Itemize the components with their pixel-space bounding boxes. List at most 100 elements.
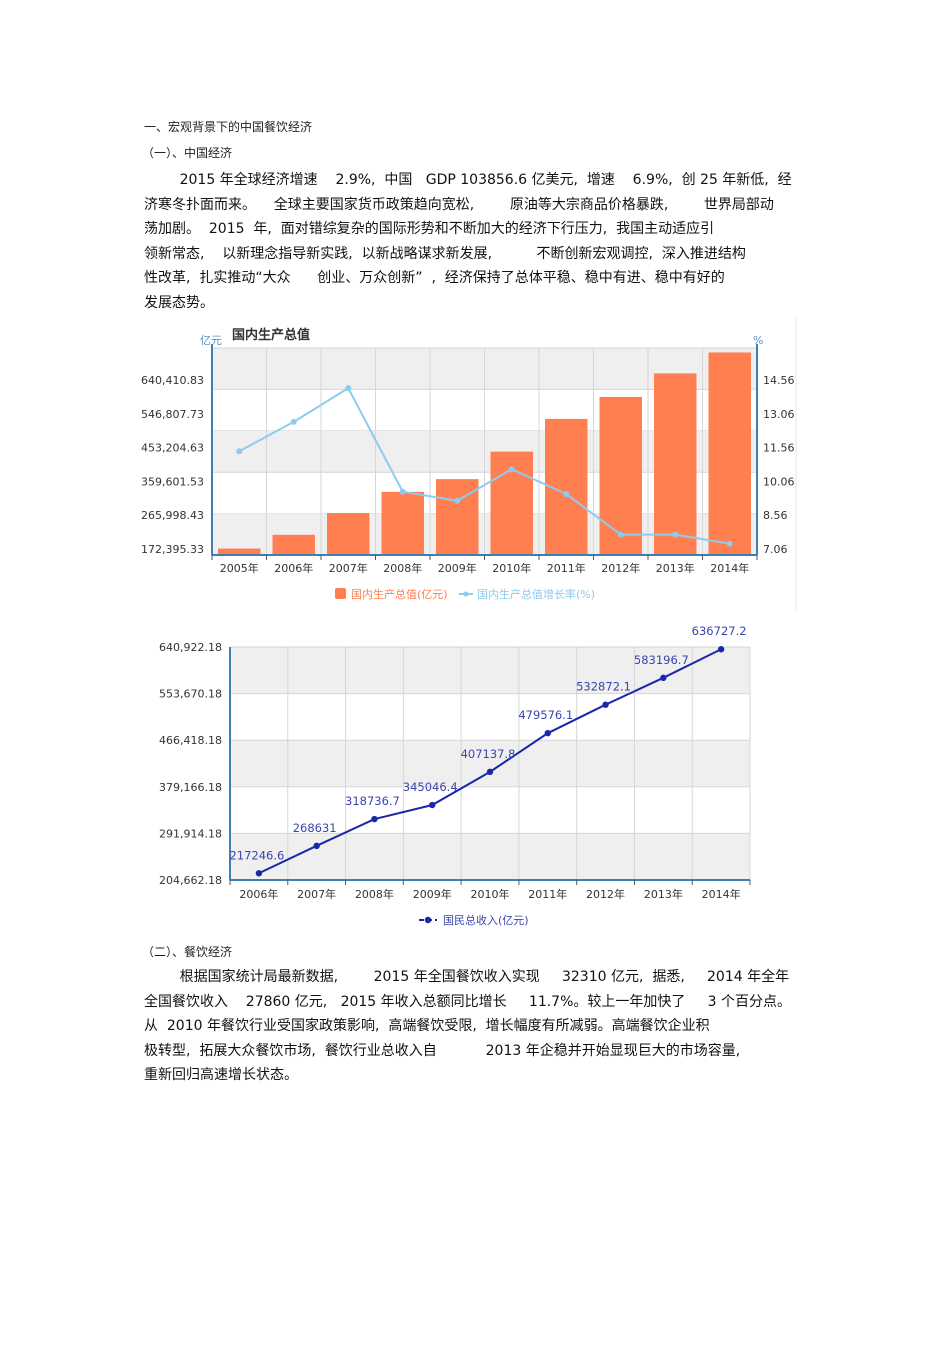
x-tick-label: 2009年	[438, 561, 477, 575]
growth-point	[399, 488, 406, 495]
text-line: 性改革, 扎实推动“大众 创业、万众创新” , 经济保持了总体平稳、稳中有进、稳…	[144, 270, 725, 286]
growth-point	[454, 497, 461, 504]
grid-band	[230, 740, 750, 787]
growth-point	[617, 531, 624, 538]
gni-data-label: 268631	[293, 821, 337, 835]
gni-data-label: 217246.6	[229, 848, 284, 862]
y2-unit-label: %	[753, 334, 763, 347]
gdp-bar	[436, 479, 479, 555]
x-tick-label: 2010年	[471, 887, 510, 901]
gdp-bar	[327, 512, 370, 555]
text-line: 从 2010 年餐饮行业受国家政策影响, 高端餐饮受限, 增长幅度有所减弱。高端…	[144, 1018, 710, 1034]
gni-point	[717, 646, 725, 653]
y-tick-label: 291,914.18	[159, 827, 222, 840]
gni-point	[544, 729, 551, 737]
gni-point	[660, 674, 667, 682]
growth-point	[508, 466, 515, 473]
text-line: 重新回归高速增长状态。	[144, 1067, 298, 1083]
x-tick-label: 2011年	[547, 561, 586, 575]
gni-data-label: 407137.8	[461, 747, 516, 761]
gni-point	[255, 870, 263, 877]
growth-point	[563, 491, 570, 498]
text-line: 荡加剧。 2015 年, 面对错综复杂的国际形势和不断加大的经济下行压力, 我国…	[144, 221, 715, 237]
gni-point	[313, 842, 320, 850]
x-tick-label: 2014年	[702, 887, 741, 901]
x-tick-label: 2012年	[586, 887, 625, 901]
legend-growth-label: 国内生产总值增长率(%)	[477, 587, 595, 601]
y2-tick-label: 11.56	[763, 442, 795, 455]
y-tick-label: 466,418.18	[159, 734, 222, 747]
x-tick-label: 2008年	[355, 887, 394, 901]
text-line: 全国餐饮收入 27860 亿元, 2015 年收入总额同比增长 11.7%。较上…	[144, 993, 791, 1010]
text-line: 发展态势。	[144, 294, 214, 311]
gni-data-label: 583196.7	[634, 653, 689, 667]
gdp-chart-svg: 172,395.33 265,998.43 359,601.53 453,204.63…	[141, 318, 797, 610]
gdp-bar	[708, 352, 751, 555]
x-tick-label: 2005年	[220, 561, 259, 575]
y2-tick-label: 10.06	[763, 475, 795, 488]
gni-point	[486, 768, 494, 776]
y2-tick-label: 8.56	[763, 509, 788, 522]
gni-data-label: 479576.1	[518, 708, 573, 722]
x-tick-label: 2009年	[413, 887, 452, 901]
legend-gdp-label: 国内生产总值(亿元)	[351, 587, 448, 601]
y2-tick-label: 13.06	[763, 408, 795, 421]
gni-chart: 204,662.18 291,914.18 379,166.18 466,418.18…	[140, 618, 770, 930]
gni-point	[602, 701, 609, 708]
gdp-bar	[599, 396, 642, 555]
y-tick-label: 359,601.53	[141, 475, 204, 488]
x-tick-label: 2010年	[492, 561, 531, 575]
growth-point	[345, 385, 352, 392]
growth-point	[236, 448, 243, 455]
gni-point	[371, 815, 378, 823]
paragraph-catering-economy: 根据国家统计局最新数据, 2015 年全国餐饮收入实现 32310 亿元, 据悉…	[144, 965, 814, 1088]
legend-bar-swatch	[335, 588, 346, 599]
x-tick-label: 2008年	[383, 561, 422, 575]
heading-china-economy: （一）、中国经济	[142, 146, 233, 160]
y-tick-label: 546,807.73	[141, 408, 204, 421]
gni-data-label: 532872.1	[576, 680, 631, 694]
paragraph-china-economy: 2015 年全球经济增速 2.9%, 中国 GDP 103856.6 亿美元, …	[144, 168, 814, 315]
gni-chart-svg: 204,662.18 291,914.18 379,166.18 466,418.18…	[159, 624, 751, 927]
y-tick-label: 453,204.63	[141, 442, 204, 455]
y-tick-label: 379,166.18	[159, 781, 222, 794]
y-unit-label: 亿元	[200, 334, 222, 347]
growth-point	[290, 418, 297, 425]
legend-line-dot	[424, 916, 432, 924]
x-tick-label: 2007年	[329, 561, 368, 575]
x-tick-label: 2012年	[601, 561, 640, 575]
heading-macro-background: 一、宏观背景下的中国餐饮经济	[144, 120, 313, 134]
text-line: 济寒冬扑面而来。 全球主要国家货币政策趋向宽松, 原油等大宗商品价格暴跌, 世界…	[144, 196, 774, 213]
y-tick-label: 553,670.18	[159, 688, 222, 701]
text-line: 领新常态, 以新理念指导新实践, 以新战略谋求新发展, 不断创新宏观调控, 深入…	[144, 245, 746, 262]
legend-gni-label: 国民总收入(亿元)	[443, 913, 529, 927]
gdp-bar	[218, 548, 261, 555]
growth-point	[672, 531, 679, 538]
x-tick-label: 2006年	[239, 887, 278, 901]
growth-point	[726, 540, 733, 547]
gdp-bar	[272, 534, 315, 555]
gdp-bar	[381, 491, 424, 555]
gni-data-label: 318736.7	[345, 794, 400, 808]
y-tick-label: 265,998.43	[141, 509, 204, 522]
y-tick-label: 640,922.18	[159, 641, 222, 654]
y-tick-label: 640,410.83	[141, 374, 204, 387]
x-tick-label: 2014年	[710, 561, 749, 575]
gni-point	[429, 801, 436, 809]
gni-data-label: 636727.2	[692, 624, 747, 638]
chart-title: 国内生产总值	[232, 327, 310, 343]
text-line: 根据国家统计局最新数据, 2015 年全国餐饮收入实现 32310 亿元, 据悉…	[144, 969, 790, 985]
grid-band	[230, 647, 750, 694]
text-line: 2015 年全球经济增速 2.9%, 中国 GDP 103856.6 亿美元, …	[144, 172, 792, 188]
x-tick-label: 2006年	[274, 561, 313, 575]
growth-line	[238, 386, 730, 545]
text-line: 极转型, 拓展大众餐饮市场, 餐饮行业总收入自 2013 年企稳并开始显现巨大的…	[144, 1042, 741, 1059]
y-tick-label: 204,662.18	[159, 874, 222, 887]
grid-band	[230, 833, 750, 880]
heading-catering-economy: （二）、餐饮经济	[142, 945, 233, 959]
x-tick-label: 2013年	[644, 887, 683, 901]
y-tick-label: 172,395.33	[141, 543, 204, 556]
y2-tick-label: 7.06	[763, 543, 788, 556]
gni-data-label: 345046.4	[403, 780, 458, 794]
y2-tick-label: 14.56	[763, 374, 795, 387]
